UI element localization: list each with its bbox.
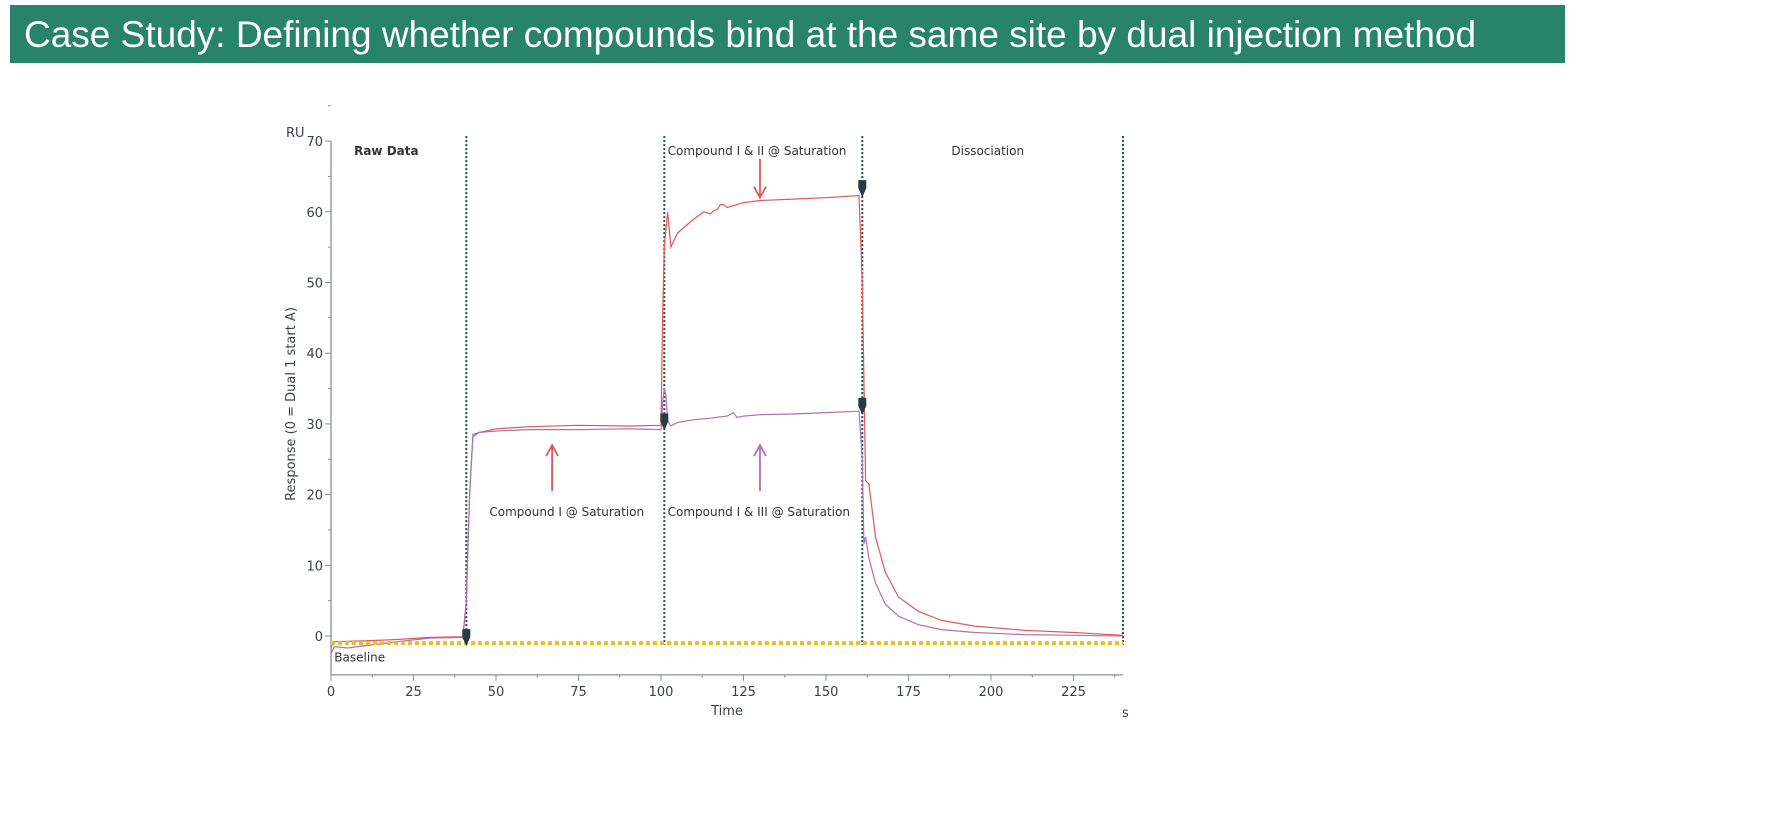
x-tick-label: 0 <box>327 685 335 700</box>
y-unit: RU <box>286 126 305 141</box>
y-tick-label: 40 <box>306 347 323 362</box>
y-tick-label: 0 <box>315 630 323 645</box>
dividers <box>465 136 1124 645</box>
y-axis-label: Response (0 = Dual 1 start A) <box>284 307 299 501</box>
y-tick-label: 70 <box>306 135 323 150</box>
injection-marker-icon <box>858 180 867 198</box>
x-tick-label: 200 <box>979 685 1004 700</box>
annotations: Raw Data Compound I & II @ Saturation Diss… <box>334 144 1024 664</box>
x-tick-label: 50 <box>488 685 505 700</box>
x-tick-label: 225 <box>1061 685 1086 700</box>
annotation-label: Compound I & III @ Saturation <box>668 505 850 519</box>
annotation-arrow-icon <box>545 443 559 492</box>
injection-markers <box>462 180 867 647</box>
x-unit: s <box>1122 706 1129 721</box>
series-compound-i-ii <box>330 194 1124 647</box>
annotation-label: Compound I & II @ Saturation <box>668 144 847 158</box>
axes: 0 10 20 30 40 50 60 70 0 25 50 75 100 125 150 175 200 225 <box>306 105 1123 700</box>
annotation-arrow-icon <box>753 158 767 200</box>
annotation-arrow-icon <box>753 443 767 492</box>
x-axis-label: Time <box>710 704 743 719</box>
annotation-label: Baseline <box>334 650 385 664</box>
annotation-label: Raw Data <box>354 144 419 158</box>
injection-marker-icon <box>462 629 471 647</box>
annotation-label: Dissociation <box>951 144 1024 158</box>
y-tick-label: 30 <box>306 418 323 433</box>
x-tick-label: 25 <box>405 685 422 700</box>
injection-marker-icon <box>858 397 867 415</box>
series <box>330 194 1124 654</box>
x-tick-label: 175 <box>896 685 921 700</box>
y-tick-label: 20 <box>306 489 323 504</box>
x-tick-label: 100 <box>649 685 674 700</box>
y-tick-label: 50 <box>306 277 323 292</box>
y-tick-label: 10 <box>306 559 323 574</box>
slide-title: Case Study: Defining whether compounds b… <box>24 14 1477 55</box>
series-compound-i-iii <box>330 388 1124 654</box>
y-tick-label: 60 <box>306 206 323 221</box>
x-tick-label: 75 <box>570 685 587 700</box>
x-tick-label: 150 <box>814 685 839 700</box>
x-tick-label: 125 <box>731 685 756 700</box>
title-bar: Case Study: Defining whether compounds b… <box>10 5 1565 63</box>
injection-marker-icon <box>660 413 669 431</box>
annotation-label: Compound I @ Saturation <box>489 505 644 519</box>
